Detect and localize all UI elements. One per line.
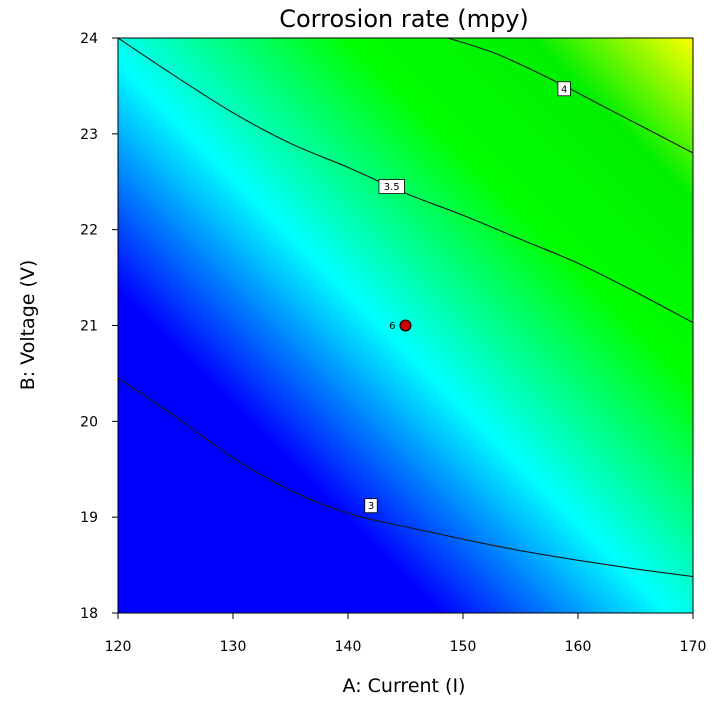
x-axis-label: A: Current (I) xyxy=(343,675,466,697)
y-axis-label: B: Voltage (V) xyxy=(17,260,39,391)
chart-title: Corrosion rate (mpy) xyxy=(279,5,529,33)
contour-lines xyxy=(118,38,693,578)
x-tick-label: 170 xyxy=(680,639,707,655)
y-tick-label: 24 xyxy=(80,31,98,47)
design-points: 6 xyxy=(389,319,412,332)
y-tick-label: 19 xyxy=(80,510,98,526)
contour-label-box xyxy=(557,81,571,97)
design-point-label: 6 xyxy=(389,321,395,332)
contour-label: 3 xyxy=(368,501,374,512)
x-axis: 120 130 140 150 160 170 xyxy=(105,613,707,655)
contour-line-3 xyxy=(118,377,693,578)
y-axis: 18 19 20 21 22 23 24 xyxy=(80,31,118,622)
design-point xyxy=(399,319,412,332)
contour-label: 3.5 xyxy=(384,182,400,193)
contour-labels: 33.54 xyxy=(364,81,571,514)
x-tick-label: 120 xyxy=(105,639,132,655)
y-tick-label: 21 xyxy=(80,319,98,335)
y-tick-label: 18 xyxy=(80,606,98,622)
x-tick-label: 150 xyxy=(450,639,477,655)
contour-label: 4 xyxy=(561,84,567,95)
contour-line-3.5 xyxy=(118,38,693,324)
y-tick-label: 23 xyxy=(80,127,98,143)
contour-label-box xyxy=(378,179,405,194)
contour-line-4 xyxy=(447,38,693,154)
contour-label-box xyxy=(364,498,378,514)
x-tick-label: 130 xyxy=(220,639,247,655)
y-tick-label: 20 xyxy=(80,414,98,430)
y-tick-label: 22 xyxy=(80,223,98,239)
x-tick-label: 160 xyxy=(565,639,592,655)
x-tick-label: 140 xyxy=(335,639,362,655)
